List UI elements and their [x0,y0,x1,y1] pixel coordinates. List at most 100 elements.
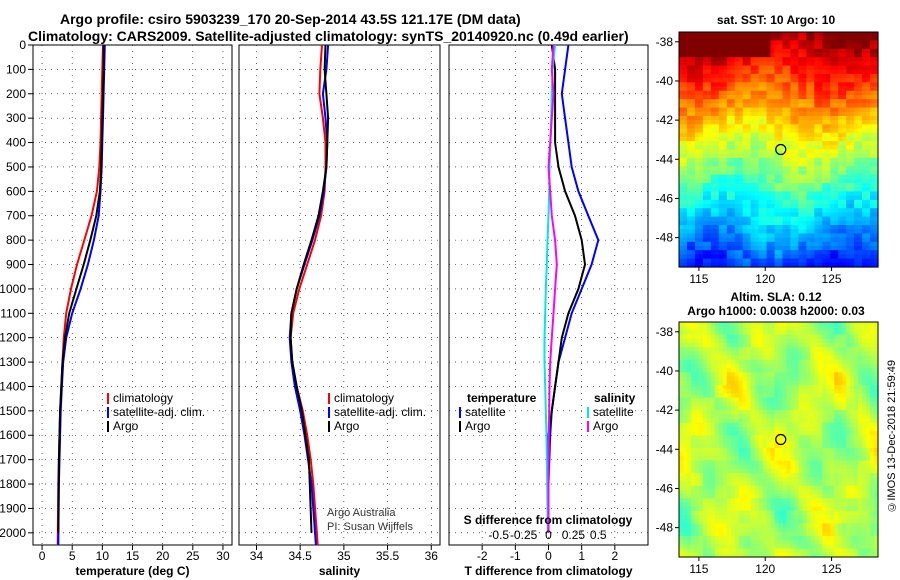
sst_map-cell [810,32,815,37]
sla_map-cell [778,393,784,399]
sla_map-cell [846,456,851,462]
sst_map-cell [726,145,732,151]
sla_map-cell [782,468,788,474]
sst_map-cell [830,191,835,197]
sst_map-cell [750,212,756,218]
sst_map-cell [798,36,803,41]
sla_map-cell [746,485,752,491]
sst_map-cell [722,216,728,222]
sst_map-cell [702,141,708,146]
sst_map-cell [679,229,684,235]
sla_map-cell [682,342,688,348]
sst_map-cell [842,162,847,167]
sla_map-cell [706,443,712,449]
sla_map-cell [814,439,819,445]
sst_map-cell [774,120,780,125]
sst_map-cell [750,111,756,117]
sst_map-cell [874,187,879,193]
sst_map-cell [702,115,708,121]
sst_map-cell [758,183,764,188]
sla_map-cell [866,468,871,474]
sst_map-cell [762,86,768,92]
sla_map-cell [738,330,744,336]
sla_map-cell [826,414,831,420]
sla_map-cell [822,452,827,457]
sla_map-cell [718,410,724,415]
sst_map-cell [790,69,796,75]
sst_map-cell [802,107,807,113]
sst_map-cell [802,132,807,138]
sst_map-cell [726,73,732,79]
sst_map-cell [822,61,827,67]
sst_map-cell [842,233,847,239]
sst_map-cell [722,191,728,197]
sst_map-cell [774,225,780,230]
sst_map-cell [854,136,859,142]
sst_map-cell [734,40,740,46]
sla_map-cell [690,414,696,420]
sst_map-cell [794,94,799,100]
sst_map-cell [838,250,843,256]
sla_map-cell [794,422,799,428]
sla_map-cell [786,334,792,340]
sst_map-cell [834,115,839,121]
sst_map-cell [802,111,807,117]
sst_map-cell [738,128,744,134]
sla_map-cell [690,468,696,474]
sst_map-cell [830,212,835,218]
sla_map-cell [826,372,831,378]
sst_map-cell [870,145,875,151]
sst_map-cell [842,191,847,197]
sst_map-cell [770,132,776,138]
sst_map-cell [806,183,811,188]
sst_map-cell [806,107,811,113]
sla_map-cell [838,481,843,487]
sst_map-cell [786,107,792,113]
sst_map-cell [702,199,708,205]
sst_map-cell [858,162,863,167]
sst_map-cell [714,57,720,62]
sla_map-cell [802,460,807,466]
sst_map-cell [738,40,744,46]
sla_map-cell [806,393,811,399]
sst_map-cell [710,237,716,243]
sst_map-cell [742,36,748,41]
sla_map-cell [790,359,796,365]
sst_map-cell [714,120,720,125]
figure-title-line2: Climatology: CARS2009. Satellite-adjuste… [28,28,629,44]
sst_map-cell [726,52,732,58]
sla_map-cell [762,401,768,407]
sla_map-cell [782,326,788,331]
sst_map-ytick-label: -48 [656,231,674,245]
sst_map-cell [682,237,688,243]
sst_map-cell [838,90,843,96]
sla_map-cell [714,414,720,420]
sst_map-cell [798,78,803,83]
sla_map-cell [746,405,752,411]
sst_map-cell [830,208,835,214]
sst_map-cell [679,208,684,214]
sla_map-cell [774,347,780,352]
sla_map-cell [706,363,712,369]
sst_map-cell [810,149,815,155]
sla_map-cell [770,460,776,466]
sst_map-cell [702,132,708,138]
sla_map-cell [742,485,748,491]
sla_map-cell [826,456,831,462]
sst_map-cell [722,115,728,121]
sla_map-cell [778,334,784,340]
sla_map-cell [690,410,696,415]
sst_map-cell [838,52,843,58]
sst_map-cell [810,262,815,268]
sst_map-cell [702,44,708,50]
sst_map-cell [730,191,736,197]
sst_map-cell [758,40,764,46]
sst_map-cell [710,250,716,256]
sst_map-cell [710,128,716,134]
sst_map-cell [810,57,815,62]
sst_map-cell [854,191,859,197]
sla_map-cell [842,359,847,365]
sst_map-cell [814,107,819,113]
sla_map-cell [874,405,879,411]
salinity-xtick-label: 34 [250,549,264,563]
